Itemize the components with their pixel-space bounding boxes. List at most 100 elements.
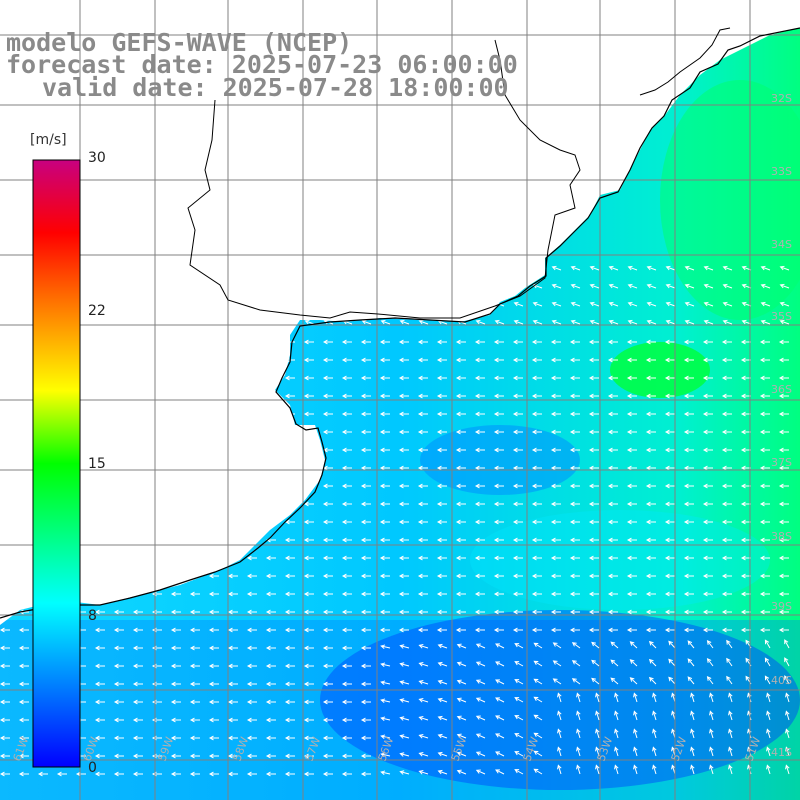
wind-arrow [569, 465, 580, 471]
wind-arrow [456, 715, 467, 721]
wind-arrow [759, 393, 770, 399]
wind-arrow [778, 609, 789, 615]
wind-arrow [284, 771, 295, 777]
wind-arrow [722, 319, 733, 325]
wind-arrow [779, 265, 790, 271]
wind-arrow [94, 699, 105, 705]
wind-arrow [552, 678, 562, 685]
wind-arrow [284, 681, 295, 687]
wind-arrow [702, 609, 713, 615]
wind-arrow [360, 555, 371, 561]
wind-arrow [475, 751, 486, 757]
wind-arrow [303, 411, 314, 417]
wind-arrow [702, 357, 713, 363]
wind-arrow [785, 710, 790, 721]
wind-arrow [474, 339, 485, 345]
wind-arrow [722, 283, 733, 289]
wind-arrow [531, 609, 542, 615]
wind-arrow [284, 609, 295, 615]
wind-arrow [379, 411, 390, 417]
wind-arrow [645, 591, 656, 597]
wind-arrow [436, 447, 447, 453]
wind-arrow [417, 411, 428, 417]
wind-arrow [683, 555, 694, 561]
wind-arrow [589, 301, 600, 307]
wind-arrow [702, 393, 713, 399]
wind-arrow [436, 609, 447, 615]
wind-arrow [284, 519, 295, 525]
wind-arrow [455, 393, 466, 399]
wind-arrow [626, 447, 637, 453]
wind-arrow [531, 591, 542, 597]
wind-arrow [591, 677, 600, 685]
wind-arrow [341, 429, 352, 435]
wind-arrow [557, 692, 562, 703]
wind-arrow [550, 393, 561, 399]
wind-arrow [759, 411, 770, 417]
wind-arrow [341, 627, 352, 633]
wind-arrow [208, 663, 219, 669]
wind-arrow [189, 753, 200, 759]
wind-arrow [610, 659, 619, 667]
wind-arrow [595, 710, 600, 721]
wind-arrow [379, 339, 390, 345]
wind-arrow [684, 301, 695, 307]
wind-arrow [569, 339, 580, 345]
wind-arrow [645, 339, 656, 345]
wind-arrow [455, 537, 466, 543]
lat-label: 34S [771, 238, 792, 251]
wind-arrow [303, 645, 314, 651]
wind-arrow [18, 735, 29, 741]
wind-arrow [475, 643, 486, 649]
wind-arrow [189, 699, 200, 705]
wind-arrow [360, 357, 371, 363]
wind-arrow [588, 393, 599, 399]
wind-arrow [170, 645, 181, 651]
colorbar [32, 159, 81, 768]
wind-arrow [284, 555, 295, 561]
wind-arrow [721, 339, 732, 345]
wind-arrow [474, 609, 485, 615]
wind-arrow [721, 357, 732, 363]
wind-arrow [379, 501, 390, 507]
wind-arrow [557, 746, 562, 757]
wind-arrow [455, 519, 466, 525]
wind-arrow [721, 393, 732, 399]
wind-arrow [474, 519, 485, 525]
wind-arrow [571, 660, 581, 667]
wind-arrow [360, 771, 371, 777]
wind-arrow [437, 715, 448, 721]
wind-arrow [570, 301, 581, 307]
wind-arrow [360, 645, 371, 651]
wind-arrow [360, 483, 371, 489]
wind-arrow [474, 501, 485, 507]
wind-arrow [113, 681, 124, 687]
wind-arrow [778, 627, 789, 633]
wind-arrow [189, 735, 200, 741]
wind-arrow [493, 519, 504, 525]
wind-arrow [437, 751, 448, 757]
wind-arrow [360, 537, 371, 543]
wind-arrow [626, 537, 637, 543]
wind-arrow [303, 609, 314, 615]
wind-arrow [683, 537, 694, 543]
wind-arrow [726, 639, 733, 649]
wind-arrow [227, 717, 238, 723]
wind-arrow [608, 265, 619, 271]
wind-arrow [569, 411, 580, 417]
wind-arrow [778, 393, 789, 399]
wind-arrow [227, 573, 238, 579]
wind-arrow [284, 717, 295, 723]
wind-arrow [322, 483, 333, 489]
wind-arrow [664, 375, 675, 381]
wind-arrow [56, 771, 67, 777]
wind-arrow [569, 429, 580, 435]
wind-arrow [760, 265, 771, 271]
wind-arrow [646, 283, 657, 289]
wind-arrow [778, 411, 789, 417]
wind-arrow [380, 734, 391, 740]
wind-arrow [303, 393, 314, 399]
wind-arrow [418, 680, 429, 685]
wind-arrow [379, 447, 390, 453]
wind-arrow [495, 643, 505, 649]
